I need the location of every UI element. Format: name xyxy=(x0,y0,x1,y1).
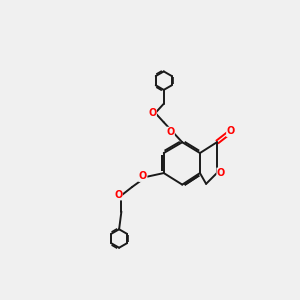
Text: O: O xyxy=(226,127,235,136)
Text: O: O xyxy=(217,168,225,178)
Text: O: O xyxy=(139,171,147,182)
Text: O: O xyxy=(148,108,156,118)
Text: O: O xyxy=(114,190,122,200)
Text: O: O xyxy=(166,127,174,137)
